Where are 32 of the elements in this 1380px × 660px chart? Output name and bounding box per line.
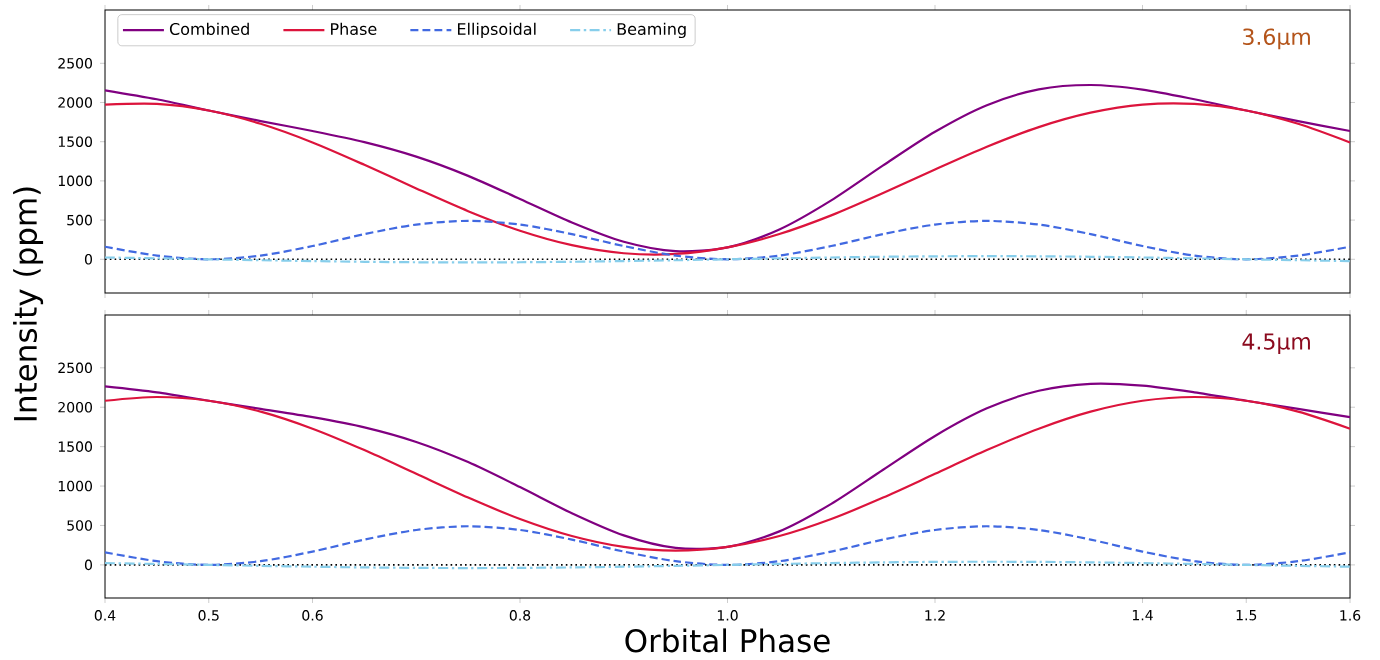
x-tick-label: 1.0 (717, 610, 738, 621)
y-tick-label: 2500 (58, 58, 92, 69)
y-tick-label: 2000 (58, 97, 92, 108)
y-axis-title: Intensity (ppm) (13, 187, 44, 421)
x-tick-label: 1.5 (1236, 610, 1257, 621)
y-tick-label: 1500 (58, 441, 92, 452)
annotation: 3.6μm (1243, 28, 1310, 50)
x-tick-label: 1.6 (1340, 610, 1361, 621)
y-tick-label: 2000 (58, 401, 92, 413)
x-tick-label: 1.4 (1132, 610, 1153, 621)
line-series (105, 219, 1351, 261)
y-tick-label: 0 (84, 559, 92, 571)
legend-label: Phase (331, 22, 377, 36)
y-tick-label: 500 (67, 214, 92, 226)
annotation: 4.5μm (1242, 333, 1310, 354)
legend-label: Ellipsoidal (458, 22, 536, 39)
y-tick-label: 0 (84, 254, 92, 265)
x-tick-label: 0.8 (509, 610, 531, 621)
line-series (105, 560, 1351, 570)
x-tick-label: 0.6 (302, 610, 323, 621)
y-tick-label: 1000 (58, 175, 92, 187)
y-tick-label: 500 (67, 520, 92, 531)
y-tick-label: 2500 (58, 362, 92, 374)
y-tick-label: 1000 (58, 480, 92, 492)
x-axis-title: Orbital Phase (625, 628, 830, 653)
y-tick-label: 1500 (58, 136, 92, 147)
x-tick-label: 1.2 (925, 610, 945, 621)
legend-label: Combined (169, 22, 249, 36)
legend-label: Beaming (617, 22, 686, 39)
x-tick-label: 0.5 (198, 610, 219, 621)
x-tick-label: 0.4 (94, 610, 116, 621)
line-series (105, 525, 1351, 566)
